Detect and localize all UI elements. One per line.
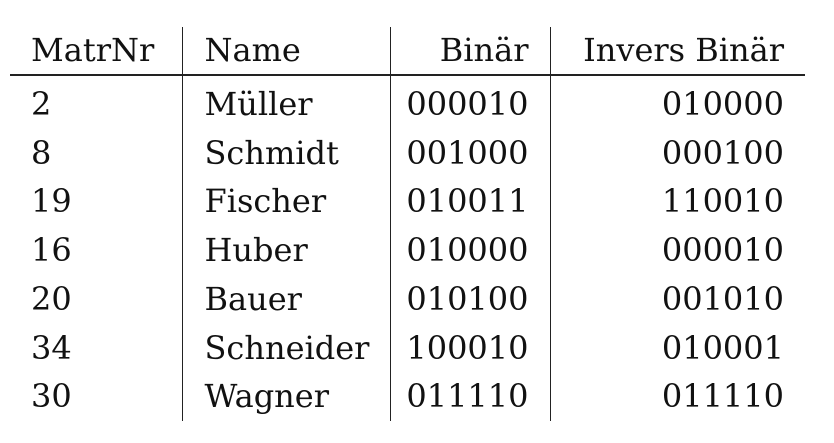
cell-name: Wagner	[182, 372, 391, 421]
cell-invers-binaer: 110010	[661, 182, 784, 221]
cell-binaer: 000010	[390, 75, 551, 129]
cell-binaer: 011110	[390, 372, 551, 421]
cell-name: Schmidt	[182, 128, 391, 178]
cell-name: Bauer	[182, 274, 391, 324]
cell-binaer: 001000	[390, 128, 551, 178]
table-row: 16 Huber 010000 000010	[10, 226, 805, 275]
cell-name: Schneider	[182, 323, 391, 373]
header-name: Name	[182, 27, 391, 76]
cell-name: Huber	[182, 226, 391, 275]
cell-binaer: 010011	[390, 177, 551, 227]
cell-invers-binaer: 011110	[661, 377, 784, 416]
cell-binaer: 100010	[390, 323, 551, 373]
cell-matrnr: 8	[10, 128, 183, 178]
cell-matrnr: 16	[10, 226, 183, 275]
cell-matrnr: 34	[10, 323, 183, 373]
table-row: 8 Schmidt 001000 000100	[10, 128, 805, 178]
header-binaer: Binär	[390, 27, 551, 76]
table-row: 34 Schneider 100010 010001	[10, 323, 805, 373]
cell-matrnr: 20	[10, 274, 183, 324]
table-header: MatrNr Name Binär Invers Binär	[10, 27, 805, 76]
header-invers-binaer: Invers Binär	[550, 27, 805, 76]
student-binary-table-container: MatrNr Name Binär Invers Binär 2 Müller …	[10, 27, 805, 421]
header-matrnr: MatrNr	[10, 27, 183, 76]
cell-matrnr: 2	[10, 75, 183, 129]
header-row: MatrNr Name Binär Invers Binär	[10, 27, 805, 76]
cell-binaer: 010100	[390, 274, 551, 324]
cell-name: Müller	[182, 75, 391, 129]
cell-matrnr: 19	[10, 177, 183, 227]
table-row: 20 Bauer 010100 001010	[10, 274, 805, 324]
table-row: 2 Müller 000010 010000	[10, 75, 805, 129]
student-binary-table: MatrNr Name Binär Invers Binär 2 Müller …	[10, 27, 805, 421]
cell-invers-binaer: 010001	[661, 328, 784, 367]
table-row: 30 Wagner 011110 011110	[10, 372, 805, 421]
cell-matrnr: 30	[10, 372, 183, 421]
cell-invers-binaer: 001010	[661, 279, 784, 318]
cell-invers-binaer: 000100	[661, 133, 784, 172]
cell-binaer: 010000	[390, 226, 551, 275]
table-row: 19 Fischer 010011 110010	[10, 177, 805, 227]
table-body: 2 Müller 000010 010000 8 Schmidt 001000 …	[10, 75, 805, 421]
cell-invers-binaer: 000010	[661, 231, 784, 270]
cell-invers-binaer: 010000	[661, 85, 784, 123]
cell-name: Fischer	[182, 177, 391, 227]
